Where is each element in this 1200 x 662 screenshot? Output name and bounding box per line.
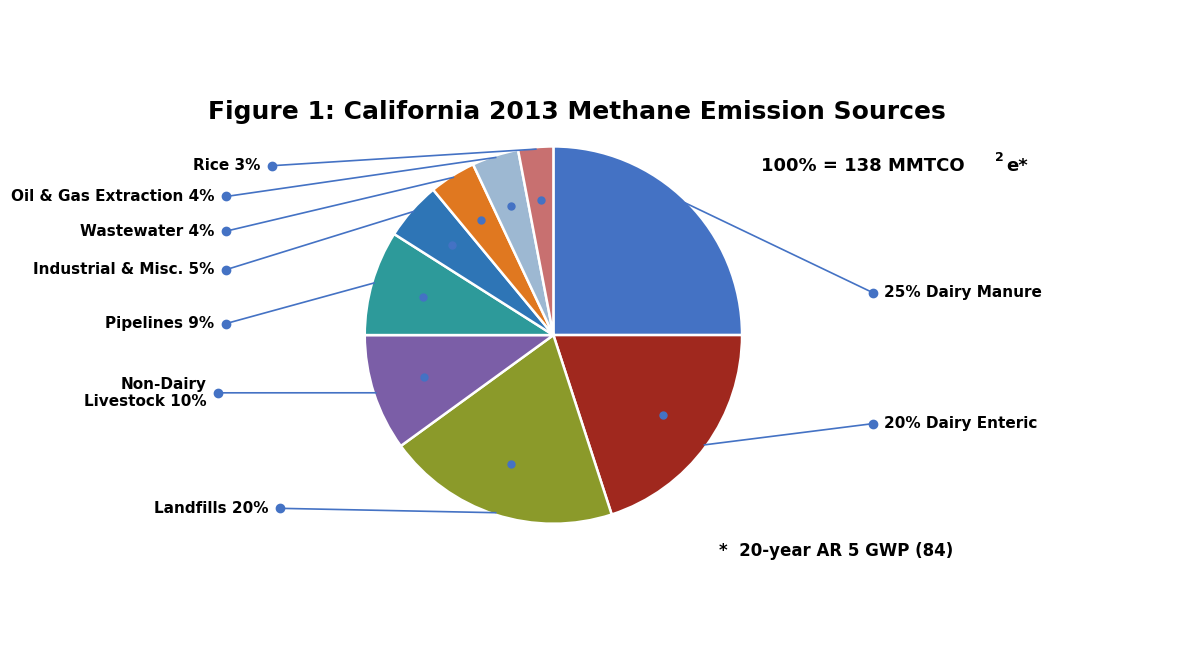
Text: Figure 1: California 2013 Methane Emission Sources: Figure 1: California 2013 Methane Emissi…	[208, 100, 946, 124]
Wedge shape	[518, 146, 553, 335]
Text: 25% Dairy Manure: 25% Dairy Manure	[884, 285, 1043, 301]
Wedge shape	[401, 335, 612, 524]
Text: Oil & Gas Extraction 4%: Oil & Gas Extraction 4%	[11, 189, 215, 204]
Text: Landfills 20%: Landfills 20%	[154, 501, 269, 516]
Text: e*: e*	[1006, 157, 1028, 175]
Text: 100% = 138 MMTCO: 100% = 138 MMTCO	[761, 157, 965, 175]
Text: Industrial & Misc. 5%: Industrial & Misc. 5%	[34, 262, 215, 277]
Wedge shape	[473, 150, 553, 335]
Text: 2: 2	[995, 152, 1003, 164]
Wedge shape	[365, 234, 553, 335]
Wedge shape	[365, 335, 553, 446]
Text: Wastewater 4%: Wastewater 4%	[80, 224, 215, 238]
Text: *  20-year AR 5 GWP (84): * 20-year AR 5 GWP (84)	[719, 542, 953, 559]
Text: Pipelines 9%: Pipelines 9%	[106, 316, 215, 331]
Text: Non-Dairy
Livestock 10%: Non-Dairy Livestock 10%	[84, 377, 206, 409]
Wedge shape	[394, 190, 553, 335]
Wedge shape	[553, 335, 742, 514]
Wedge shape	[553, 146, 742, 335]
Wedge shape	[433, 164, 553, 335]
Text: Rice 3%: Rice 3%	[193, 158, 260, 173]
Text: 20% Dairy Enteric: 20% Dairy Enteric	[884, 416, 1038, 431]
